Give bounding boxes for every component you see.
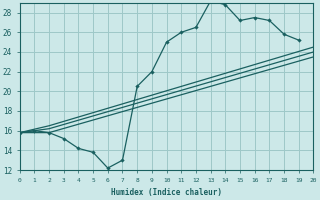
X-axis label: Humidex (Indice chaleur): Humidex (Indice chaleur) xyxy=(111,188,222,197)
